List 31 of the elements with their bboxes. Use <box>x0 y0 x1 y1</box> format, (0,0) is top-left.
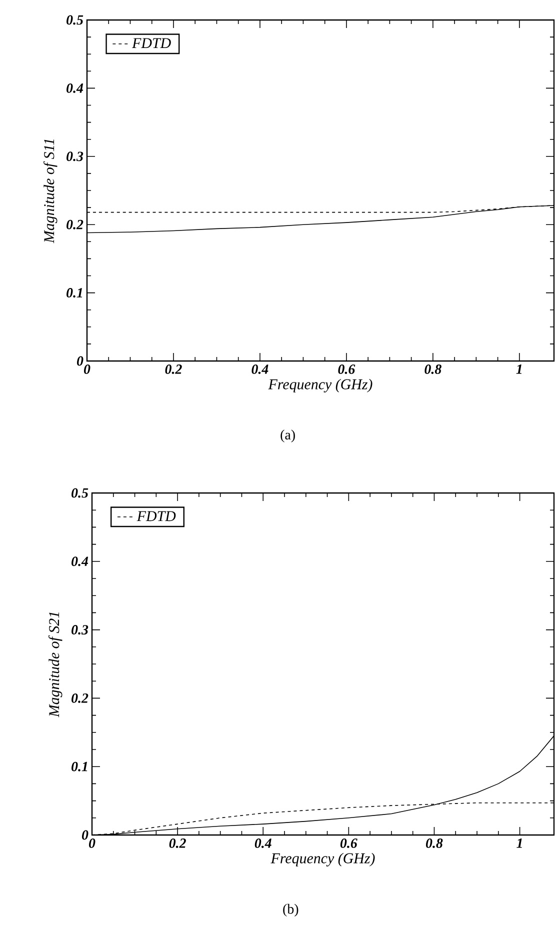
x-axis-title: Frequency (GHz) <box>270 852 375 866</box>
text: (a) <box>280 430 296 442</box>
y-tick-label: 0 <box>82 830 88 840</box>
x-tick-label: 0.4 <box>255 838 272 848</box>
y-tick-label: 0.1 <box>72 762 88 772</box>
y-tick-label: 0.3 <box>66 152 84 162</box>
x-tick-label: 0.8 <box>426 838 443 848</box>
x-tick-label: 1 <box>516 364 522 374</box>
x-tick-label: 0.6 <box>340 838 358 848</box>
legend-label: FDTD <box>136 511 176 522</box>
y-tick-label: 0.3 <box>72 625 88 635</box>
y-tick-label: 0.4 <box>66 83 84 93</box>
x-tick-label: 0 <box>89 838 96 848</box>
y-tick-label: 0.5 <box>66 15 84 25</box>
y-axis-title: Magnitude of S21 <box>48 612 62 718</box>
y-tick-label: 0.2 <box>72 693 88 703</box>
text: (b) <box>283 904 298 917</box>
x-tick-label: 0.6 <box>338 364 356 374</box>
x-tick-label: 0.2 <box>170 838 186 848</box>
x-tick-label: 0.8 <box>424 364 442 374</box>
y-tick-label: 0.2 <box>66 220 84 230</box>
x-tick-label: 1 <box>516 838 522 848</box>
y-tick-label: 0.5 <box>72 488 88 498</box>
x-axis-title: Frequency (GHz) <box>268 378 372 392</box>
y-tick-label: 0.4 <box>72 556 88 566</box>
x-tick-label: 0.2 <box>165 364 182 374</box>
y-axis-title: Magnitude of S11 <box>44 140 58 244</box>
x-tick-label: 0.4 <box>252 364 268 374</box>
legend-label: FDTD <box>132 38 172 48</box>
y-tick-label: 0.1 <box>66 288 82 298</box>
y-tick-label: 0 <box>77 356 84 366</box>
